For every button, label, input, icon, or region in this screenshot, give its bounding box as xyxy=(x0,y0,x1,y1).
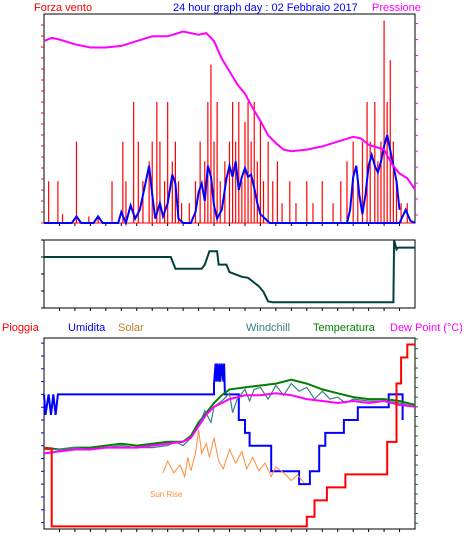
dewpoint-line xyxy=(43,392,416,455)
axes-layer xyxy=(41,23,418,532)
rain-line xyxy=(44,343,415,528)
solar-label: Solar xyxy=(118,322,144,334)
data-layer xyxy=(43,20,416,528)
wind-average-line xyxy=(44,161,416,227)
wind-direction-line xyxy=(44,239,415,304)
windchill-label: Windchill xyxy=(246,322,290,334)
temperature-label: Temperatura xyxy=(313,322,376,334)
pressure-label: Pressione xyxy=(372,2,421,14)
dewpoint-label: Dew Point (°C) xyxy=(390,322,463,334)
rain-label: Pioggia xyxy=(2,322,40,334)
graph-title: 24 hour graph day : 02 Febbraio 2017 xyxy=(173,2,358,14)
direction-panel-frame xyxy=(43,239,416,309)
sunrise-annotation: Sun Rise xyxy=(150,490,183,499)
wind-force-label: Forza vento xyxy=(34,2,92,14)
pressure-line xyxy=(43,30,416,191)
solar-line xyxy=(162,430,305,483)
humidity-line xyxy=(43,363,404,486)
temperature-line xyxy=(43,378,416,451)
humidity-label: Umidita xyxy=(68,322,106,334)
wind-average-line xyxy=(346,134,401,224)
weather-panel-frame xyxy=(43,337,416,530)
